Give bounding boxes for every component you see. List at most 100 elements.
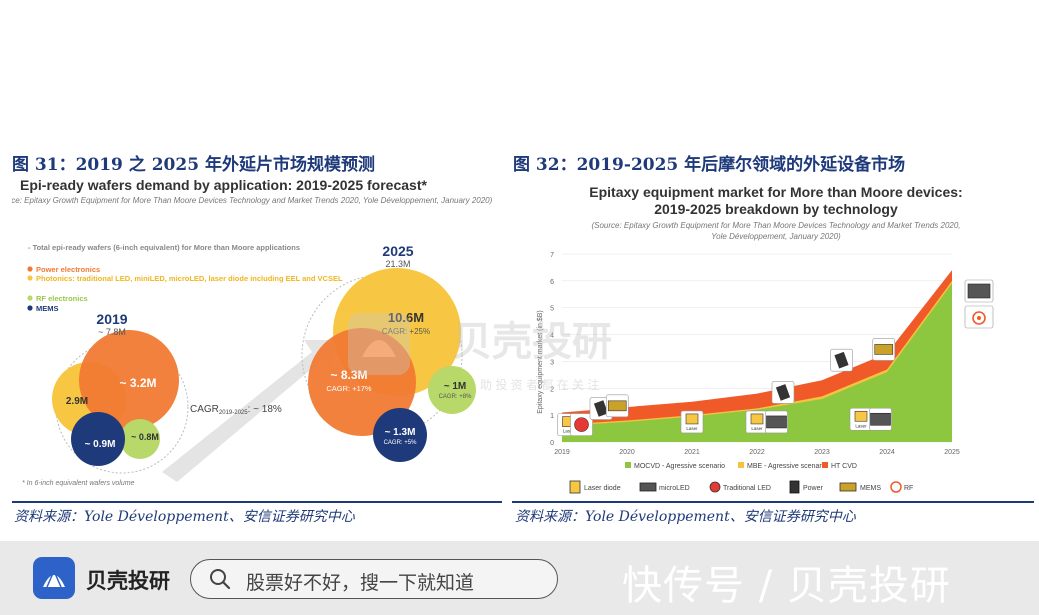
group-2019: 2019 ~ 7.8M ~ 3.2M 2.9M ~ 0.9M ~ 0.8M (52, 311, 189, 474)
legend-microled-icon (639, 482, 657, 492)
legend-htcvd-swatch (822, 462, 828, 468)
mems-icon (874, 344, 894, 355)
laser-diode-icon (750, 413, 764, 425)
total-label-2025: 21.3M (385, 259, 410, 269)
search-input[interactable]: 股票好不好，搜一下就知道 (190, 559, 558, 599)
laser-icon-caption: Laser (855, 423, 867, 428)
power-device-icon (834, 351, 849, 369)
figure-32-source: 资料来源：Yole Développement、安信证券研究中心 (515, 509, 856, 525)
y-tick-label: 1 (550, 413, 554, 420)
figure-32-divider (512, 501, 1034, 503)
legend-mems-device: MEMS (860, 485, 881, 492)
total-label-2019: ~ 7.8M (98, 327, 126, 337)
chart31-title: Epi-ready wafers demand by application: … (20, 177, 427, 193)
chart32-device-icons: Laser Laser Laser Laser (557, 279, 994, 436)
legend-total: - Total epi-ready wafers (6-inch equival… (28, 243, 300, 252)
cagr-2025-photonics: CAGR: +25% (382, 327, 430, 336)
growth-arrow (162, 340, 334, 482)
chart32-title: Epitaxy equipment market for More than M… (589, 184, 962, 200)
figure-31-source: 资料来源：Yole Développement、安信证券研究中心 (14, 509, 355, 525)
x-tick-label: 2021 (684, 449, 700, 456)
epitaxy-equipment-market-chart: Epitaxy equipment market for More than M… (512, 172, 1034, 502)
bubble-2019-power (79, 330, 179, 430)
y-tick-label: 3 (550, 359, 554, 366)
x-tick-label: 2022 (749, 449, 765, 456)
area-mocvd (562, 283, 952, 442)
value-2019-mems: ~ 0.9M (85, 439, 116, 450)
power-device-icon (775, 384, 791, 401)
legend-rf-icon (890, 481, 902, 493)
legend-traditional-led-icon (709, 481, 721, 493)
chart32-series-legend: MOCVD - Agressive scenario MBE - Agressi… (625, 462, 857, 470)
rf-icon-center (977, 316, 981, 320)
bubble-2025-power (308, 328, 416, 436)
laser-icon-caption: Laser (751, 426, 763, 431)
value-2025-power: ~ 8.3M (330, 368, 367, 382)
value-2019-photonics: 2.9M (66, 396, 88, 407)
group-2025: 2025 21.3M 10.6M CAGR: +25% ~ 8.3M CAGR:… (301, 243, 476, 462)
mems-icon (607, 400, 627, 412)
laser-diode-icon (685, 413, 699, 425)
bottom-bar: 贝壳投研 股票好不好，搜一下就知道 快传号 / 贝壳投研 (0, 541, 1039, 615)
legend-power-marker (27, 266, 33, 272)
legend-power-device: Power (803, 485, 824, 492)
legend-rf: RF electronics (36, 294, 88, 303)
chart32-subtitle: (Source: Epitaxy Growth Equipment for Mo… (591, 221, 960, 230)
search-icon (210, 569, 231, 590)
x-tick-label: 2020 (619, 449, 635, 456)
y-tick-label: 2 (550, 386, 554, 393)
laser-icon-caption: Laser (686, 426, 698, 431)
x-tick-label: 2023 (814, 449, 830, 456)
laser-icon-caption: Laser (563, 429, 575, 434)
figure-31-divider (12, 501, 502, 503)
total-circle-2019 (55, 340, 189, 474)
x-tick-label: 2024 (879, 449, 895, 456)
legend-mems: MEMS (36, 304, 59, 313)
bubble-2019-mems (71, 412, 125, 466)
microled-icon (967, 283, 991, 299)
search-placeholder: 股票好不好，搜一下就知道 (246, 572, 475, 594)
y-tick-label: 7 (550, 252, 554, 259)
watermark-logo-icon (348, 313, 410, 375)
legend-traditional-led: Traditional LED (723, 485, 771, 492)
microled-icon (870, 412, 891, 426)
value-2025-photonics: 10.6M (388, 310, 424, 325)
bottom-watermark: 快传号 / 贝壳投研 (622, 563, 951, 609)
cagr-label: CAGR2019-2025: ~ 18% (190, 404, 282, 416)
rf-icon (972, 311, 986, 325)
x-tick-label: 2019 (554, 449, 570, 456)
legend-microled: microLED (659, 485, 690, 492)
bubble-2019-rf (120, 419, 160, 459)
y-tick-label: 5 (550, 306, 554, 313)
traditional-led-icon (574, 417, 589, 432)
legend-mbe-swatch (738, 462, 744, 468)
legend-laser-diode: Laser diode (584, 485, 621, 492)
value-2019-rf: ~ 0.8M (131, 432, 159, 442)
brand-logo-icon[interactable] (33, 557, 75, 599)
chart31-subtitle: (Source: Epitaxy Growth Equipment for Mo… (12, 196, 493, 205)
value-2025-rf: ~ 1M (444, 381, 467, 392)
bubble-2025-rf (428, 366, 476, 414)
brand-name[interactable]: 贝壳投研 (86, 569, 170, 593)
legend-power-icon (789, 480, 800, 494)
epi-wafer-demand-chart: Epi-ready wafers demand by application: … (12, 172, 502, 502)
legend-mbe: MBE - Agressive scenario (747, 463, 827, 470)
microled-icon (766, 415, 787, 429)
legend-photonics-marker (27, 275, 33, 281)
chart32-icon-legend: Laser diode microLED Traditional LED Pow… (569, 480, 913, 494)
legend-htcvd: HT CVD (831, 463, 857, 470)
chart32-axes: 0 1 2 3 4 5 6 7 2019 2020 2021 2022 2023 2024 2025 (550, 252, 960, 456)
year-label-2025: 2025 (382, 243, 413, 259)
y-tick-label: 4 (550, 333, 554, 340)
watermark-tagline: 助 投 资 者 都 在 关 注 (480, 377, 599, 392)
power-device-icon (593, 400, 609, 417)
chart31-legend: - Total epi-ready wafers (6-inch equival… (27, 243, 343, 313)
watermark-shell-icon (362, 340, 396, 357)
year-label-2019: 2019 (96, 311, 127, 327)
value-2025-mems: ~ 1.3M (385, 427, 416, 438)
legend-laser-diode-icon (569, 480, 581, 494)
bubble-2025-mems (373, 408, 427, 462)
chart32-series (562, 270, 952, 442)
legend-mocvd-swatch (625, 462, 631, 468)
legend-mems-marker (27, 305, 33, 311)
